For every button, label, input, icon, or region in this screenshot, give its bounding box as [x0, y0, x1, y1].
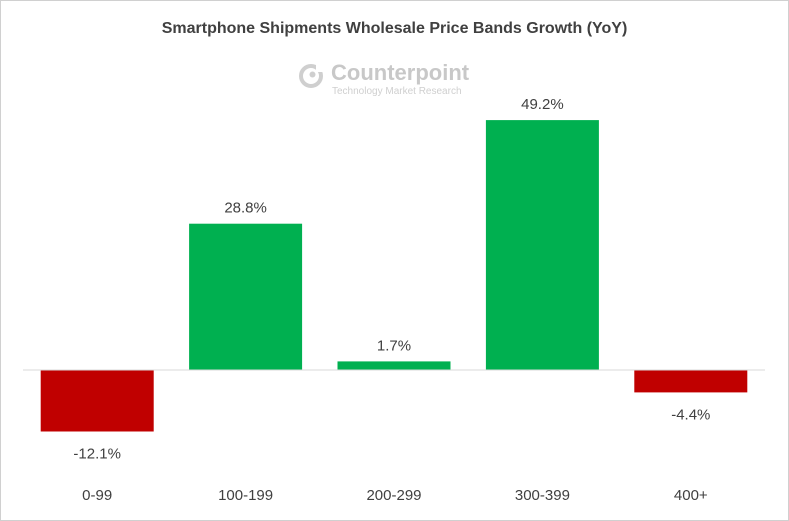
data-label: -4.4% [671, 406, 710, 423]
data-label: 28.8% [224, 200, 267, 217]
category-labels-group: 0-99 100-199 200-299 300-399 400+ [82, 487, 708, 504]
data-labels-group: -12.1% 28.8% 1.7% 49.2% -4.4% [73, 96, 710, 462]
bar-400+ [634, 370, 748, 393]
counterpoint-logo-icon [299, 63, 324, 88]
bar-0-99 [40, 370, 154, 432]
category-label: 200-299 [366, 487, 421, 504]
data-label: 49.2% [521, 96, 564, 113]
watermark-tagline: Technology Market Research [332, 86, 462, 97]
counterpoint-watermark: Counterpoint Technology Market Research [298, 60, 498, 100]
category-label: 0-99 [82, 487, 112, 504]
category-label: 100-199 [218, 487, 273, 504]
data-label: -12.1% [73, 446, 121, 463]
chart-title: Smartphone Shipments Wholesale Price Ban… [161, 20, 628, 37]
watermark-name: Counterpoint [331, 60, 470, 85]
bars-group [40, 120, 748, 432]
category-label: 400+ [674, 487, 708, 504]
category-label: 300-399 [515, 487, 570, 504]
bar-200-299 [337, 361, 451, 370]
bar-300-399 [485, 120, 599, 370]
data-label: 1.7% [377, 337, 411, 354]
bar-100-199 [189, 223, 303, 370]
